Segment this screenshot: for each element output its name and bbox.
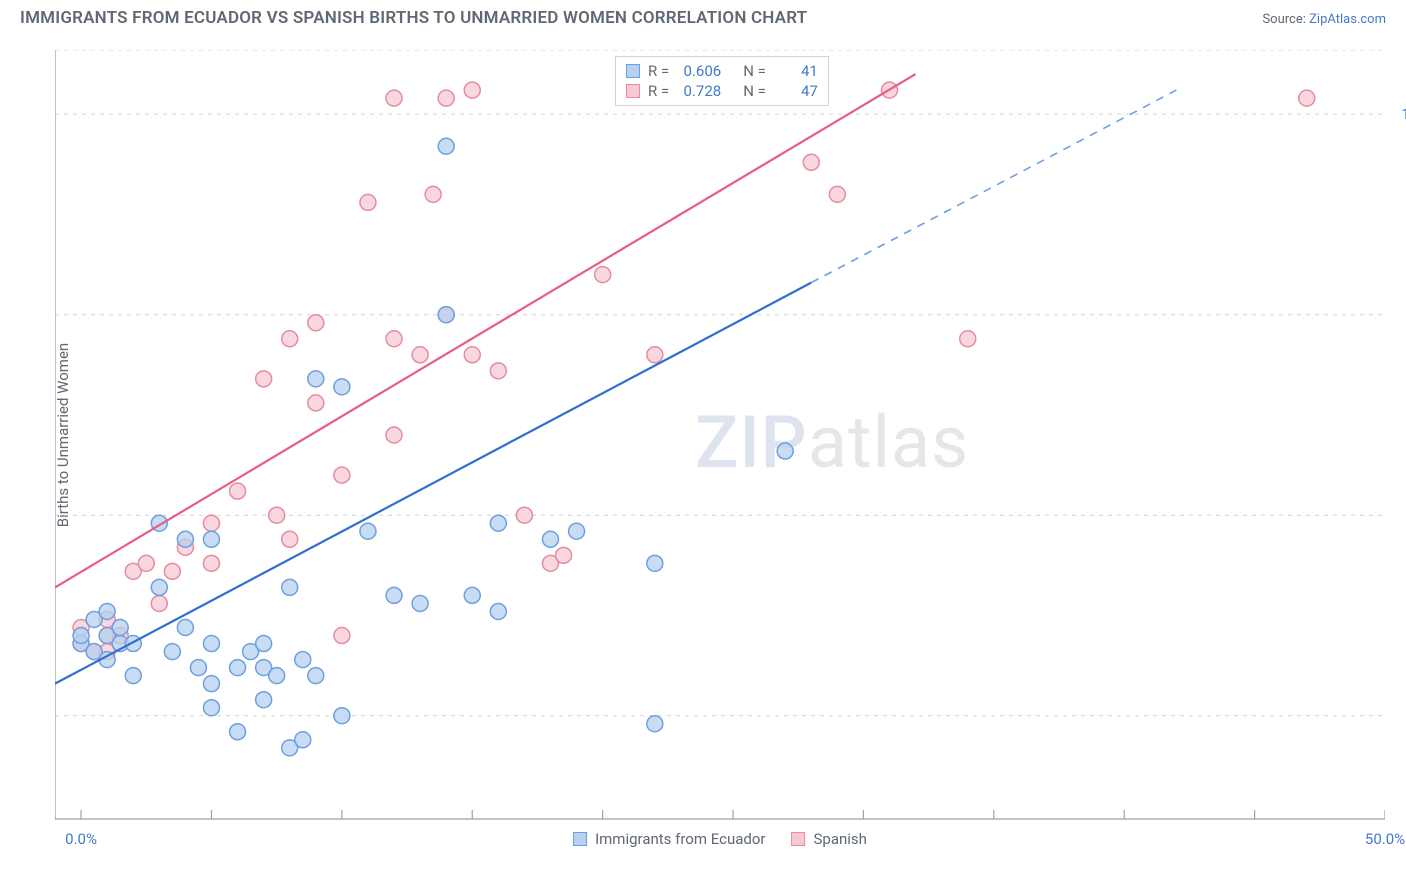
series-legend: Immigrants from Ecuador Spanish [573,830,867,848]
correlation-legend: R = 0.606 N = 41 R = 0.728 N = 47 [615,56,829,106]
chart-source: Source: ZipAtlas.com [1262,12,1386,27]
legend-item-ecuador: Immigrants from Ecuador [573,830,765,848]
swatch-icon [573,832,587,846]
x-tick-label: 50.0% [1365,830,1405,848]
scatter-plot: Births to Unmarried Women ZIPatlas R = 0… [55,50,1385,820]
legend-item-spanish: Spanish [791,830,866,848]
swatch-icon [791,832,805,846]
source-link[interactable]: ZipAtlas.com [1309,12,1386,27]
y-tick-label: 100.0% [1401,105,1406,123]
chart-title: IMMIGRANTS FROM ECUADOR VS SPANISH BIRTH… [20,8,807,28]
x-tick-label: 0.0% [65,830,97,848]
plot-svg [55,50,1385,820]
swatch-icon [626,64,640,78]
legend-row-ecuador: R = 0.606 N = 41 [626,61,818,81]
swatch-icon [626,84,640,98]
legend-row-spanish: R = 0.728 N = 47 [626,81,818,101]
